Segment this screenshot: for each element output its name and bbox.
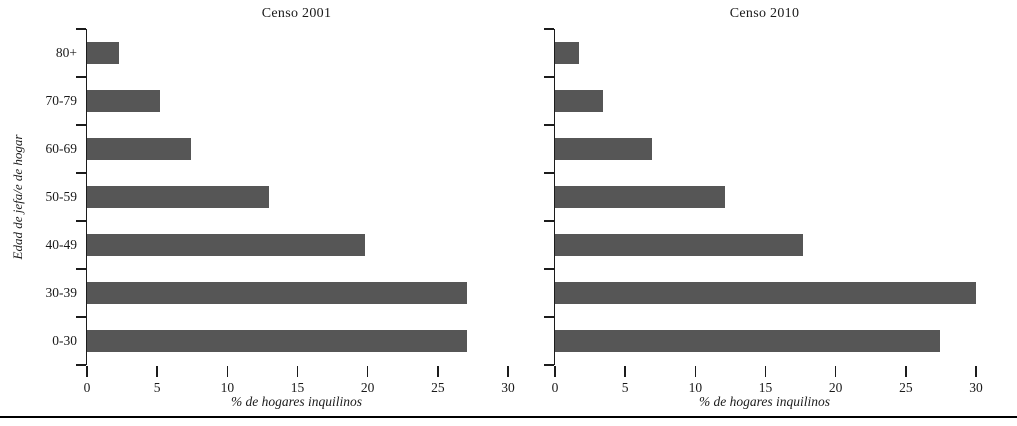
- bar-80+: [87, 42, 120, 64]
- x-axis-tick: [554, 366, 556, 377]
- bar-40-49: [555, 234, 804, 256]
- x-axis-tick: [437, 366, 439, 377]
- y-axis-tick: [543, 28, 554, 30]
- x-axis-tick: [507, 366, 509, 377]
- x-axis-tick: [366, 366, 369, 377]
- plot-area: 0 5 10 15 20 25 30: [543, 28, 983, 395]
- y-axis-tick: [75, 364, 86, 366]
- y-category-label: 40-49: [45, 237, 78, 252]
- x-axis-tick: [156, 366, 158, 377]
- x-axis-title: % de hogares inquilinos: [698, 394, 831, 409]
- y-axis-tick: [75, 172, 86, 174]
- x-tick-label: 25: [431, 380, 445, 395]
- bar-30-39: [555, 282, 976, 304]
- y-axis-tick: [543, 220, 554, 222]
- plot-area: 0 5 10 15 20 25 30 80+ 70-79 60-69 50-59 40-49 30-39…: [46, 28, 515, 395]
- y-axis-tick: [75, 28, 86, 30]
- x-axis-tick: [226, 366, 229, 377]
- y-category-label: 60-69: [45, 141, 78, 156]
- y-axis-tick: [543, 316, 554, 318]
- x-axis-tick: [296, 366, 299, 377]
- x-tick-label: 0: [83, 380, 91, 395]
- x-tick-label: 30: [969, 380, 983, 395]
- bar-60-69: [87, 138, 191, 160]
- bottom-rule: [0, 416, 1017, 418]
- x-axis-tick: [905, 366, 907, 377]
- y-axis-tick: [543, 76, 554, 78]
- x-tick-label: 10: [220, 380, 235, 395]
- x-axis-tick: [975, 366, 977, 377]
- bar-70-79: [555, 90, 603, 112]
- x-tick-label: 15: [758, 380, 773, 395]
- y-axis-tick: [543, 124, 554, 126]
- chart-censo-2001: Censo 2001 0 5 10 15 20 25 30 80+ 70-79 60-69 50-5…: [46, 0, 515, 426]
- chart-title: Censo 2010: [729, 6, 800, 21]
- bar-60-69: [555, 138, 652, 160]
- bar-80+: [555, 42, 579, 64]
- y-axis-title: Edad de jefa/e de hogar: [10, 134, 25, 260]
- x-axis-tick: [834, 366, 837, 377]
- bar-30-39: [87, 282, 468, 304]
- y-axis-tick: [543, 268, 554, 270]
- bar-70-79: [87, 90, 160, 112]
- x-tick-label: 15: [290, 380, 305, 395]
- x-tick-label: 0: [551, 380, 559, 395]
- y-axis-tick: [75, 268, 86, 270]
- x-axis-tick: [764, 366, 767, 377]
- x-tick-label: 30: [501, 380, 515, 395]
- bar-50-59: [87, 186, 270, 208]
- y-axis-tick: [75, 76, 86, 78]
- x-tick-label: 5: [153, 380, 161, 395]
- x-axis-tick: [624, 366, 626, 377]
- x-tick-label: 25: [899, 380, 913, 395]
- x-tick-label: 5: [621, 380, 629, 395]
- y-category-label: 80+: [55, 45, 77, 60]
- y-axis-tick: [75, 220, 86, 222]
- y-category-label: 0-30: [52, 333, 77, 348]
- x-tick-label: 10: [688, 380, 703, 395]
- y-axis-tick: [75, 316, 86, 318]
- bar-0-30: [555, 330, 940, 352]
- chart-title: Censo 2001: [261, 6, 332, 21]
- y-axis-tick: [75, 124, 86, 126]
- x-tick-label: 20: [360, 380, 375, 395]
- x-axis-tick: [86, 366, 88, 377]
- y-category-label: 30-39: [45, 285, 78, 300]
- x-axis-title: % de hogares inquilinos: [230, 394, 363, 409]
- x-axis-tick: [694, 366, 697, 377]
- y-axis-tick: [543, 172, 554, 174]
- chart-censo-2010: Censo 2010 0 5 10 15 20 25 30 % de hogares inq…: [543, 0, 983, 426]
- bar-0-30: [87, 330, 468, 352]
- y-category-label: 70-79: [45, 93, 78, 108]
- x-tick-label: 20: [828, 380, 843, 395]
- bar-50-59: [555, 186, 725, 208]
- y-axis-tick: [543, 364, 554, 366]
- y-category-label: 50-59: [45, 189, 78, 204]
- bar-40-49: [87, 234, 365, 256]
